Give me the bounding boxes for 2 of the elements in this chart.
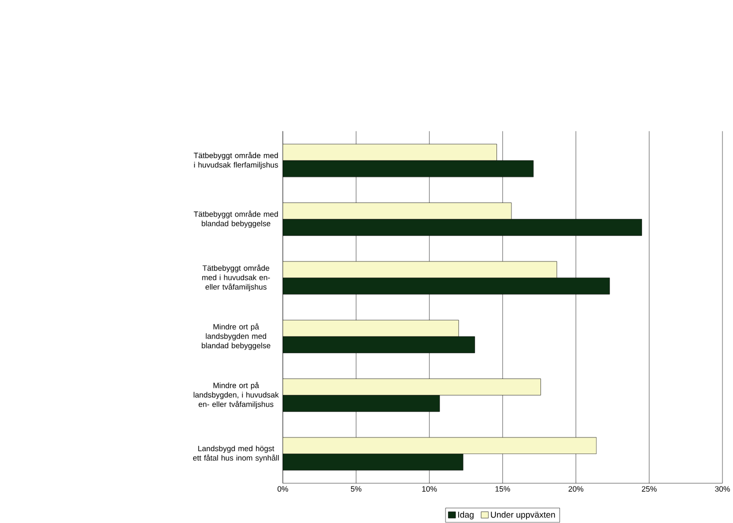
legend-label: Idag [458,512,474,520]
legend-label: Under uppväxten [490,512,555,520]
